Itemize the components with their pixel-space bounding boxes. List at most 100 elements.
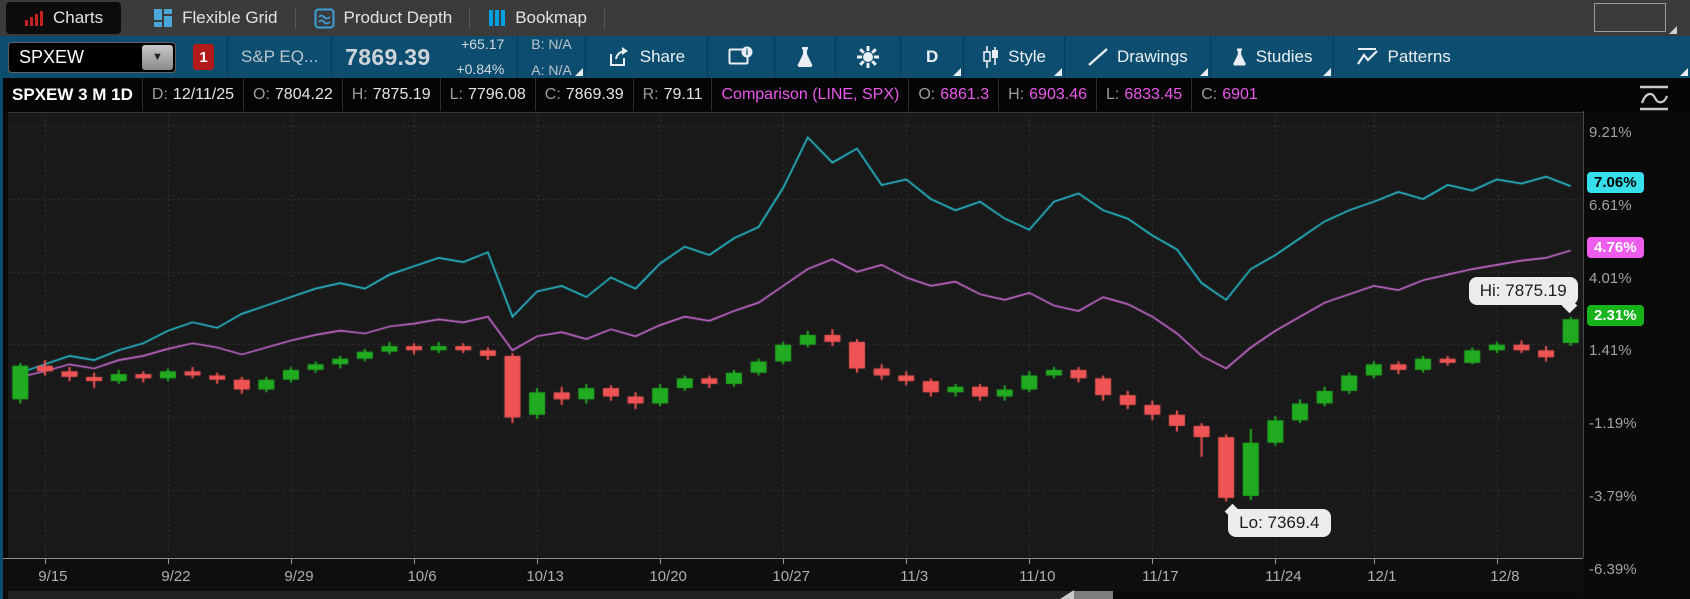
settings-button[interactable]: [836, 36, 900, 78]
patterns-icon: [1356, 46, 1380, 68]
bookmap-bars-icon: [488, 9, 506, 27]
symbol-input[interactable]: SPXEW ▼: [8, 41, 176, 73]
field-value: 79.11: [663, 85, 703, 103]
comparison-title[interactable]: Comparison (LINE, SPX): [711, 78, 908, 111]
time-axis-label: 10/27: [772, 568, 810, 585]
comparison-ohlc-field: C: 6901: [1191, 78, 1267, 111]
field-value: 6903.46: [1029, 85, 1087, 103]
chart-toolbar: SPXEW ▼ 1 S&P EQ... 7869.39 +65.17 +0.84…: [0, 36, 1690, 78]
dropdown-corner-icon: [1053, 68, 1062, 76]
field-label: L:: [1106, 85, 1120, 103]
time-axis[interactable]: 9/15 9/22 9/29 10/6 10/13 10/20 10/27 11/3 11/10…: [0, 558, 1583, 593]
time-axis-label: 9/22: [161, 568, 191, 585]
time-axis-tick: [537, 559, 539, 564]
studies-label: Studies: [1255, 47, 1313, 66]
toolbar-divider: [227, 36, 228, 78]
price-plot-area[interactable]: [8, 112, 1583, 559]
field-value: 7875.19: [372, 85, 431, 103]
comparison-ohlc-field: O: 6861.3: [908, 78, 998, 111]
time-scrollbar[interactable]: [8, 590, 1113, 599]
field-value: 7869.39: [565, 85, 624, 103]
time-axis-label: 11/3: [900, 568, 929, 585]
drawings-button[interactable]: Drawings: [1065, 36, 1210, 78]
bid-ask-cell: B: N/A A: N/A: [518, 36, 584, 78]
tab-flexible-grid[interactable]: Flexible Grid: [135, 2, 296, 34]
toolbar-divider: [517, 36, 519, 78]
dropdown-corner-icon: [1199, 68, 1208, 76]
toolbar-divider: [331, 36, 333, 78]
symbol-description: S&P EQ...: [228, 36, 331, 78]
tab-label: Charts: [53, 8, 104, 27]
ohlc-fields: D: 12/11/25 O: 7804.22 H: 7875.19 L: 7796.08 C: 7…: [141, 78, 712, 111]
patterns-button[interactable]: Patterns: [1334, 36, 1690, 78]
analyze-button[interactable]: [775, 36, 835, 78]
panel-selection-border: [0, 78, 3, 599]
percent-axis-label: 9.21%: [1589, 123, 1632, 141]
share-label: Share: [639, 47, 686, 66]
chart-info-button[interactable]: i: [708, 36, 774, 78]
toolbar-divider: [1332, 36, 1334, 78]
price-change: +65.17: [461, 36, 505, 52]
hi-price-tooltip: Hi: 7875.19: [1468, 276, 1578, 305]
window-info-icon: i: [728, 46, 754, 68]
tab-label: Flexible Grid: [182, 8, 278, 27]
toolbar-divider: [900, 36, 902, 78]
series-value-badge: 2.31%: [1587, 305, 1644, 327]
symbol-cell: SPXEW ▼ 1: [0, 36, 227, 78]
toolbar-divider: [774, 36, 776, 78]
field-value: 12/11/25: [172, 85, 235, 103]
field-label: C:: [544, 85, 561, 103]
ohlc-field: D: 12/11/25: [141, 78, 243, 111]
series-value-badge: 7.06%: [1587, 172, 1644, 194]
series-value-badge: 4.76%: [1587, 236, 1644, 258]
time-axis-label: 11/10: [1019, 568, 1056, 585]
style-label: Style: [1008, 47, 1046, 66]
field-label: L:: [449, 85, 463, 103]
time-axis-tick: [783, 559, 785, 564]
style-button[interactable]: Style: [964, 36, 1064, 78]
studies-button[interactable]: Studies: [1211, 36, 1333, 78]
scrollbar-expand-icon[interactable]: [1060, 590, 1074, 599]
time-axis-label: 11/17: [1142, 568, 1179, 585]
dropdown-corner-icon: [1322, 68, 1331, 76]
share-icon: [608, 46, 632, 68]
percent-axis-label: 4.01%: [1589, 269, 1632, 287]
alert-badge[interactable]: 1: [193, 44, 214, 70]
time-axis-tick: [167, 559, 169, 564]
price-chart-canvas[interactable]: [8, 113, 1583, 559]
time-axis-label: 10/6: [407, 568, 437, 585]
comparison-ohlc-fields: O: 6861.3 H: 6903.46 L: 6833.45 C: 6901: [908, 78, 1266, 111]
price-change-cell: +65.17 +0.84%: [443, 36, 517, 78]
ohlc-field: O: 7804.22: [243, 78, 342, 111]
time-axis-tick: [414, 559, 416, 564]
tab-bookmap[interactable]: Bookmap: [470, 2, 606, 34]
ask-value: A: N/A: [531, 61, 572, 78]
scrollbar-handle[interactable]: [1074, 591, 1113, 599]
field-label: H:: [351, 85, 368, 103]
depth-waves-icon: [314, 8, 335, 29]
percent-axis[interactable]: 9.21% 6.61% 4.01% 1.41% -1.19% -3.79% -6.39% 7.…: [1584, 111, 1690, 599]
time-axis-label: 11/24: [1265, 568, 1302, 585]
symbol-dropdown-button[interactable]: ▼: [142, 44, 173, 70]
timeframe-button[interactable]: D: [901, 36, 963, 78]
layout-selector-button[interactable]: [1594, 3, 1677, 34]
tab-separator: [604, 7, 606, 29]
flask-icon: [1231, 46, 1248, 68]
time-axis-tick: [660, 559, 662, 564]
ohlc-field: C: 7869.39: [534, 78, 633, 111]
percent-axis-label: -6.39%: [1589, 560, 1637, 578]
field-label: H:: [1008, 85, 1025, 103]
share-button[interactable]: Share: [586, 36, 707, 78]
tab-product-depth[interactable]: Product Depth: [296, 2, 471, 34]
time-axis-label: 9/15: [38, 568, 68, 585]
candlestick-style-icon: [982, 45, 1000, 69]
auto-scale-icon[interactable]: [1636, 84, 1672, 112]
tab-charts[interactable]: Charts: [6, 2, 122, 34]
field-label: R:: [642, 85, 659, 103]
chart-region: 9.21% 6.61% 4.01% 1.41% -1.19% -3.79% -6.39% 7.…: [0, 85, 1690, 599]
time-axis-tick: [1373, 559, 1375, 564]
svg-text:i: i: [746, 47, 749, 57]
time-axis-tick: [1496, 559, 1498, 564]
drawings-label: Drawings: [1116, 47, 1188, 66]
